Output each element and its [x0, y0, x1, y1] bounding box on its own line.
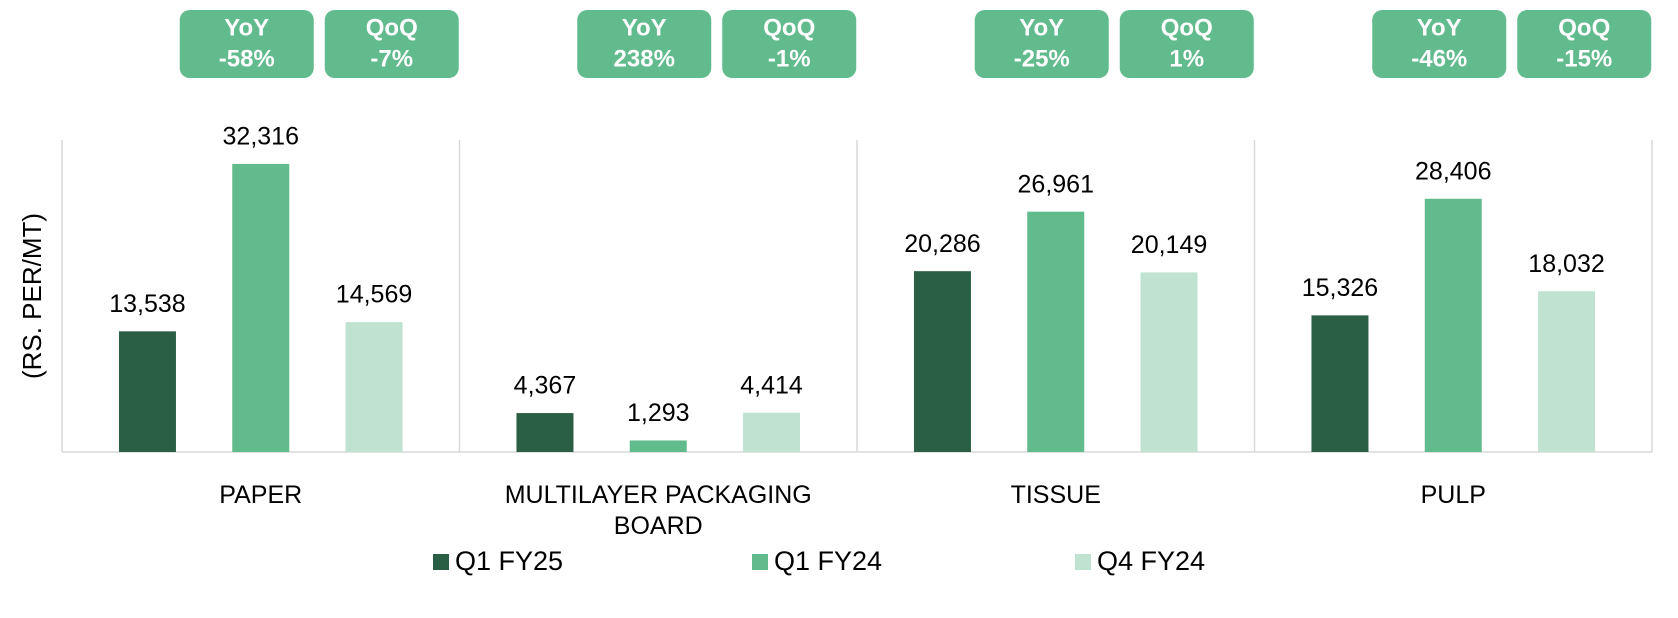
- legend-label: Q1 FY24: [774, 546, 882, 576]
- x-tick-label: PAPER: [219, 481, 303, 509]
- badge-label: YoY: [1417, 14, 1462, 41]
- badge: [324, 10, 459, 78]
- badge: [179, 10, 314, 78]
- badge-label: QoQ: [763, 14, 815, 41]
- x-tick-label-box: TISSUE: [1010, 481, 1101, 509]
- badge: [722, 10, 857, 78]
- x-tick-label: MULTILAYER PACKAGING BOARD: [504, 481, 812, 540]
- badge: [1372, 10, 1507, 78]
- badge-label: QoQ: [1161, 14, 1213, 41]
- bar: [345, 322, 403, 452]
- data-label: 18,032: [1528, 250, 1604, 278]
- badge: [1517, 10, 1652, 78]
- badge-value: 238%: [614, 45, 675, 72]
- badge-label: QoQ: [366, 14, 418, 41]
- data-label: 4,367: [514, 372, 577, 400]
- data-label: 32,316: [223, 123, 299, 151]
- data-label: 13,538: [109, 290, 185, 318]
- legend-label: Q4 FY24: [1097, 546, 1205, 576]
- data-label: 26,961: [1018, 170, 1094, 198]
- badge-value: -15%: [1556, 45, 1612, 72]
- x-tick-label: PULP: [1420, 481, 1486, 509]
- badge-value: -58%: [219, 45, 275, 72]
- badge-value: -46%: [1411, 45, 1467, 72]
- bar: [1538, 291, 1596, 452]
- legend-swatch: [752, 554, 768, 570]
- data-label: 15,326: [1302, 274, 1378, 302]
- data-label: 20,286: [904, 230, 980, 258]
- x-tick-label-box: PULP: [1420, 481, 1486, 509]
- x-tick-label-box: PAPER: [219, 481, 303, 509]
- data-label: 20,149: [1131, 231, 1207, 259]
- badge: [1119, 10, 1254, 78]
- badge: [974, 10, 1109, 78]
- bar: [1424, 198, 1482, 452]
- bar: [1140, 272, 1198, 452]
- bar: [232, 163, 290, 452]
- bar: [516, 413, 574, 452]
- data-label: 1,293: [627, 399, 690, 427]
- bar: [743, 412, 801, 452]
- bar: [1311, 315, 1369, 452]
- badge: [577, 10, 712, 78]
- badge-label: YoY: [224, 14, 269, 41]
- x-tick-label-box: MULTILAYER PACKAGING BOARD: [504, 481, 812, 540]
- legend-swatch: [433, 554, 449, 570]
- legend-swatch: [1075, 554, 1091, 570]
- bar: [629, 440, 687, 452]
- legend-label: Q1 FY25: [455, 546, 563, 576]
- bar: [118, 331, 176, 452]
- badge-value: 1%: [1169, 45, 1204, 72]
- bar: [913, 271, 971, 452]
- x-tick-label: TISSUE: [1010, 481, 1101, 509]
- badge-value: -25%: [1014, 45, 1070, 72]
- y-axis-label: (RS. PER/MT): [17, 213, 47, 379]
- data-label: 4,414: [740, 371, 803, 399]
- badge-label: YoY: [1019, 14, 1064, 41]
- badge-label: YoY: [622, 14, 667, 41]
- bar: [1027, 211, 1085, 452]
- badge-value: -1%: [768, 45, 811, 72]
- data-label: 28,406: [1415, 157, 1491, 185]
- badge-value: -7%: [370, 45, 413, 72]
- badge-label: QoQ: [1558, 14, 1610, 41]
- data-label: 14,569: [336, 281, 412, 309]
